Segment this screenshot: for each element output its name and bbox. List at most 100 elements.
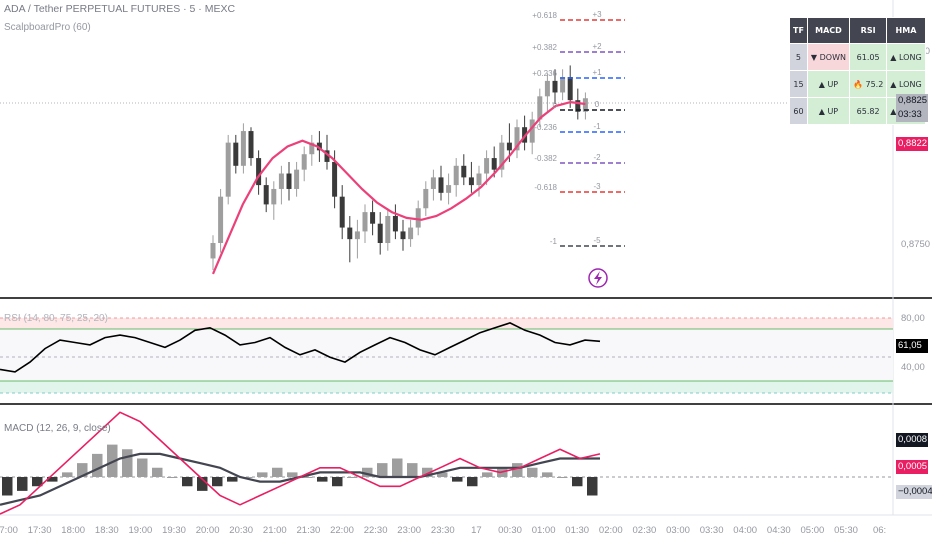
candle-body bbox=[271, 188, 277, 205]
fib-levels-layer: +0.618 +3 +0.382 +2 +0.236 +1 0 0 -0.236 -1 -0.382… bbox=[532, 10, 625, 247]
time-tick-label: 23:00 bbox=[397, 525, 421, 536]
table-cell-rsi: 65.82 bbox=[848, 97, 888, 125]
macd-value-label: 0,0008 bbox=[896, 433, 928, 447]
macd-hist-bar bbox=[167, 477, 178, 478]
candles-layer bbox=[210, 65, 588, 271]
rsi-neutral-band bbox=[0, 329, 893, 381]
candle-body bbox=[476, 173, 482, 186]
candle-body bbox=[499, 142, 505, 170]
candle-body bbox=[552, 80, 558, 93]
table-cell-tf: 5 bbox=[789, 43, 808, 71]
candle-body bbox=[286, 173, 292, 189]
macd-legend[interactable]: MACD (12, 26, 9, close) bbox=[4, 423, 111, 434]
candle-body bbox=[210, 243, 216, 259]
countdown-label: 03:33 bbox=[896, 108, 928, 122]
fib-side-label: -3 bbox=[593, 182, 601, 191]
time-tick-label: 03:00 bbox=[666, 525, 690, 536]
fib-side-label: +2 bbox=[592, 42, 602, 51]
table-cell-tf: 60 bbox=[789, 97, 808, 125]
candle-body bbox=[514, 127, 520, 151]
macd-hist-bar bbox=[212, 477, 223, 487]
candle-body bbox=[400, 231, 406, 240]
macd-hist-bar bbox=[512, 463, 523, 477]
table-cell-hma: ▲ LONG bbox=[886, 43, 926, 71]
macd-hist-bar bbox=[17, 477, 28, 491]
candle-body bbox=[347, 227, 353, 240]
macd-hist-bar bbox=[557, 477, 568, 478]
time-tick-label: 17 bbox=[471, 525, 482, 536]
time-tick-label: 19:00 bbox=[129, 525, 153, 536]
fib-level-label: -0.382 bbox=[534, 154, 557, 163]
time-tick-label: 23:30 bbox=[431, 525, 455, 536]
candle-body bbox=[309, 142, 315, 155]
table-cell-hma: ▲ LONG bbox=[886, 70, 926, 98]
candle-body bbox=[256, 158, 262, 186]
candle-body bbox=[248, 131, 254, 159]
macd-hist-bar bbox=[587, 477, 598, 496]
price-tick-label: 0,8750 bbox=[901, 239, 930, 250]
macd-hist-bar bbox=[77, 463, 88, 477]
time-tick-label: 22:00 bbox=[330, 525, 354, 536]
macd-hist-bar bbox=[92, 453, 103, 477]
macd-hist-bar bbox=[227, 477, 238, 482]
macd-hist-bar bbox=[347, 477, 358, 478]
rsi-oversold-band bbox=[0, 381, 893, 393]
macd-hist-bar bbox=[302, 477, 313, 478]
hma-line bbox=[211, 100, 586, 275]
macd-hist-bar bbox=[362, 467, 373, 477]
fib-side-label: +3 bbox=[592, 10, 602, 19]
hma-price-label: 0,8822 bbox=[896, 137, 928, 151]
rsi-value-label: 61,05 bbox=[896, 339, 928, 353]
candle-body bbox=[339, 196, 345, 228]
candle-body bbox=[468, 177, 474, 186]
candle-body bbox=[370, 212, 376, 224]
candle-body bbox=[461, 165, 467, 178]
time-tick-label: 20:00 bbox=[196, 525, 220, 536]
macd-hist-bar bbox=[32, 477, 43, 487]
table-cell-rsi: 🔥 75.2 bbox=[848, 70, 888, 98]
candle-body bbox=[560, 77, 566, 93]
fib-level-label: +0.236 bbox=[532, 69, 557, 78]
time-tick-label: 02:30 bbox=[633, 525, 657, 536]
indicator-legend[interactable]: ScalpboardPro (60) bbox=[4, 22, 91, 33]
time-axis[interactable]: 17:00 17:30 18:00 18:30 19:00 19:30 20:00 20:30… bbox=[0, 525, 886, 536]
macd-hist-bar bbox=[542, 472, 553, 477]
macd-hist-bar bbox=[452, 477, 463, 482]
macd-hist-bar bbox=[62, 472, 73, 477]
candle-body bbox=[423, 188, 429, 209]
table-header-hma: HMA bbox=[886, 17, 926, 44]
table-cell-macd: ▼ DOWN bbox=[806, 43, 850, 71]
time-tick-label: 19:30 bbox=[162, 525, 186, 536]
candle-body bbox=[316, 142, 322, 151]
lightning-icon[interactable] bbox=[588, 268, 608, 288]
macd-hist-bar bbox=[422, 467, 433, 477]
macd-hist-bar bbox=[377, 463, 388, 477]
rsi-legend[interactable]: RSI (14, 80, 75, 25, 20) bbox=[4, 313, 108, 324]
table-cell-rsi: 61.05 bbox=[848, 43, 888, 71]
macd-hist-bar bbox=[257, 472, 268, 477]
signal-line bbox=[0, 452, 600, 506]
macd-hist-bar bbox=[527, 467, 538, 477]
time-tick-label: 00:30 bbox=[498, 525, 522, 536]
macd-hist-bar bbox=[287, 472, 298, 477]
fib-side-label: -1 bbox=[593, 122, 601, 131]
candle-body bbox=[575, 100, 581, 112]
candle-body bbox=[484, 158, 490, 174]
macd-hist-bar bbox=[572, 477, 583, 487]
candle-body bbox=[225, 142, 231, 197]
table-header-tf: TF bbox=[789, 17, 808, 44]
rsi-tick-label: 40,00 bbox=[901, 362, 925, 373]
time-tick-label: 04:30 bbox=[767, 525, 791, 536]
macd-hist-bar bbox=[122, 449, 133, 477]
candle-body bbox=[392, 215, 398, 232]
macd-hist-bar bbox=[467, 477, 478, 487]
symbol-legend[interactable]: ADA / Tether PERPETUAL FUTURES · 5 · MEX… bbox=[4, 3, 236, 15]
candle-body bbox=[324, 150, 330, 162]
time-tick-label: 05:00 bbox=[801, 525, 825, 536]
time-tick-label: 03:30 bbox=[700, 525, 724, 536]
candle-body bbox=[332, 161, 338, 197]
time-tick-label: 20:30 bbox=[229, 525, 253, 536]
macd-hist-bar bbox=[197, 477, 208, 491]
candle-body bbox=[446, 185, 452, 193]
